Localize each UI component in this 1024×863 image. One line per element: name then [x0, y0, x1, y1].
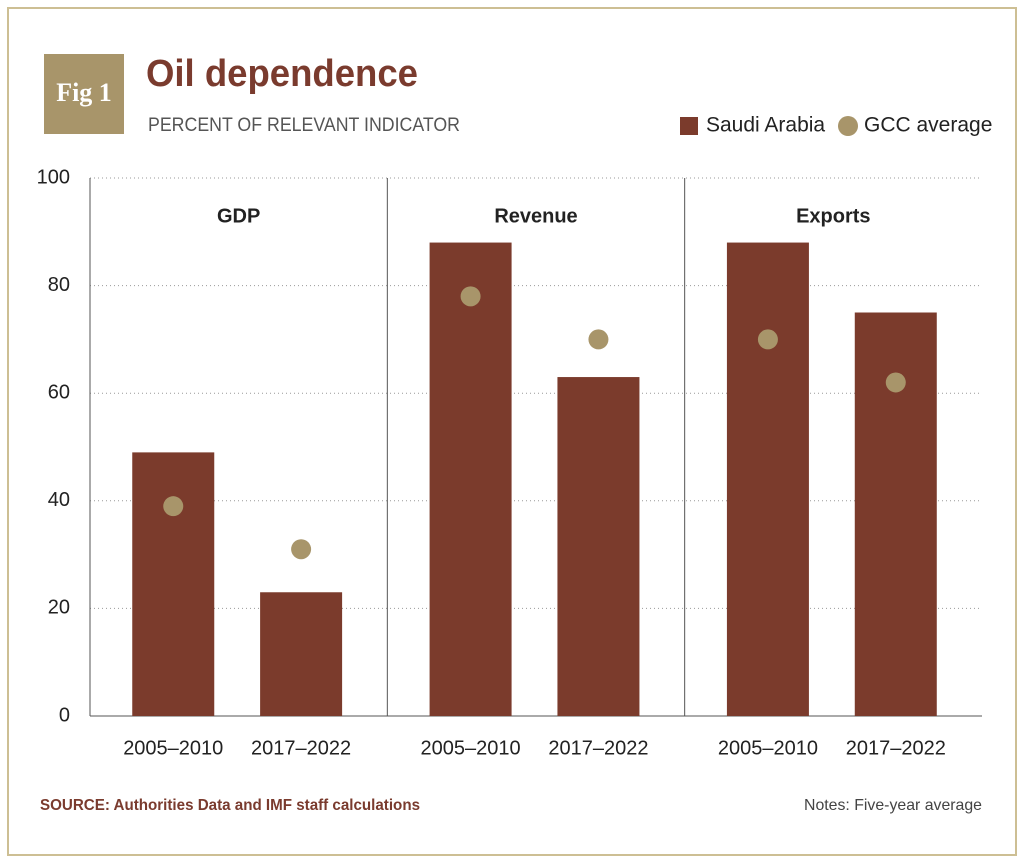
y-tick-label: 0 [59, 704, 70, 726]
y-tick-label: 60 [48, 381, 70, 403]
x-tick-label: 2017–2022 [251, 737, 351, 759]
bar [132, 452, 215, 716]
dot [757, 329, 778, 350]
y-tick-label: 100 [37, 166, 70, 188]
x-tick-label: 2005–2010 [123, 737, 223, 759]
bar [557, 377, 640, 716]
y-tick-label: 20 [48, 597, 70, 619]
x-tick-label: 2005–2010 [421, 737, 521, 759]
legend-label: Saudi Arabia [706, 114, 825, 137]
x-tick-label: 2017–2022 [846, 737, 946, 759]
bar [429, 242, 512, 716]
dot [885, 372, 906, 393]
x-tick-label: 2005–2010 [718, 737, 818, 759]
notes: Notes: Five-year average [804, 797, 982, 814]
panel-title: Exports [796, 205, 870, 227]
panel-title: GDP [217, 205, 260, 227]
y-tick-label: 40 [48, 489, 70, 511]
dot [291, 539, 312, 560]
legend-swatch [680, 117, 698, 135]
dot [460, 286, 481, 307]
bar [726, 242, 809, 716]
chart-subtitle: PERCENT OF RELEVANT INDICATOR [148, 115, 460, 136]
chart-title: Oil dependence [146, 53, 418, 95]
legend-swatch [838, 116, 858, 136]
panel-title: Revenue [494, 205, 577, 227]
dot [163, 496, 184, 517]
legend-label: GCC average [864, 114, 992, 137]
figure-label: Fig 1 [56, 78, 112, 107]
x-tick-label: 2017–2022 [548, 737, 648, 759]
dot [588, 329, 609, 350]
figure-badge [44, 54, 124, 134]
y-tick-label: 80 [48, 274, 70, 296]
bar [260, 592, 343, 716]
source: SOURCE: Authorities Data and IMF staff c… [40, 797, 420, 814]
